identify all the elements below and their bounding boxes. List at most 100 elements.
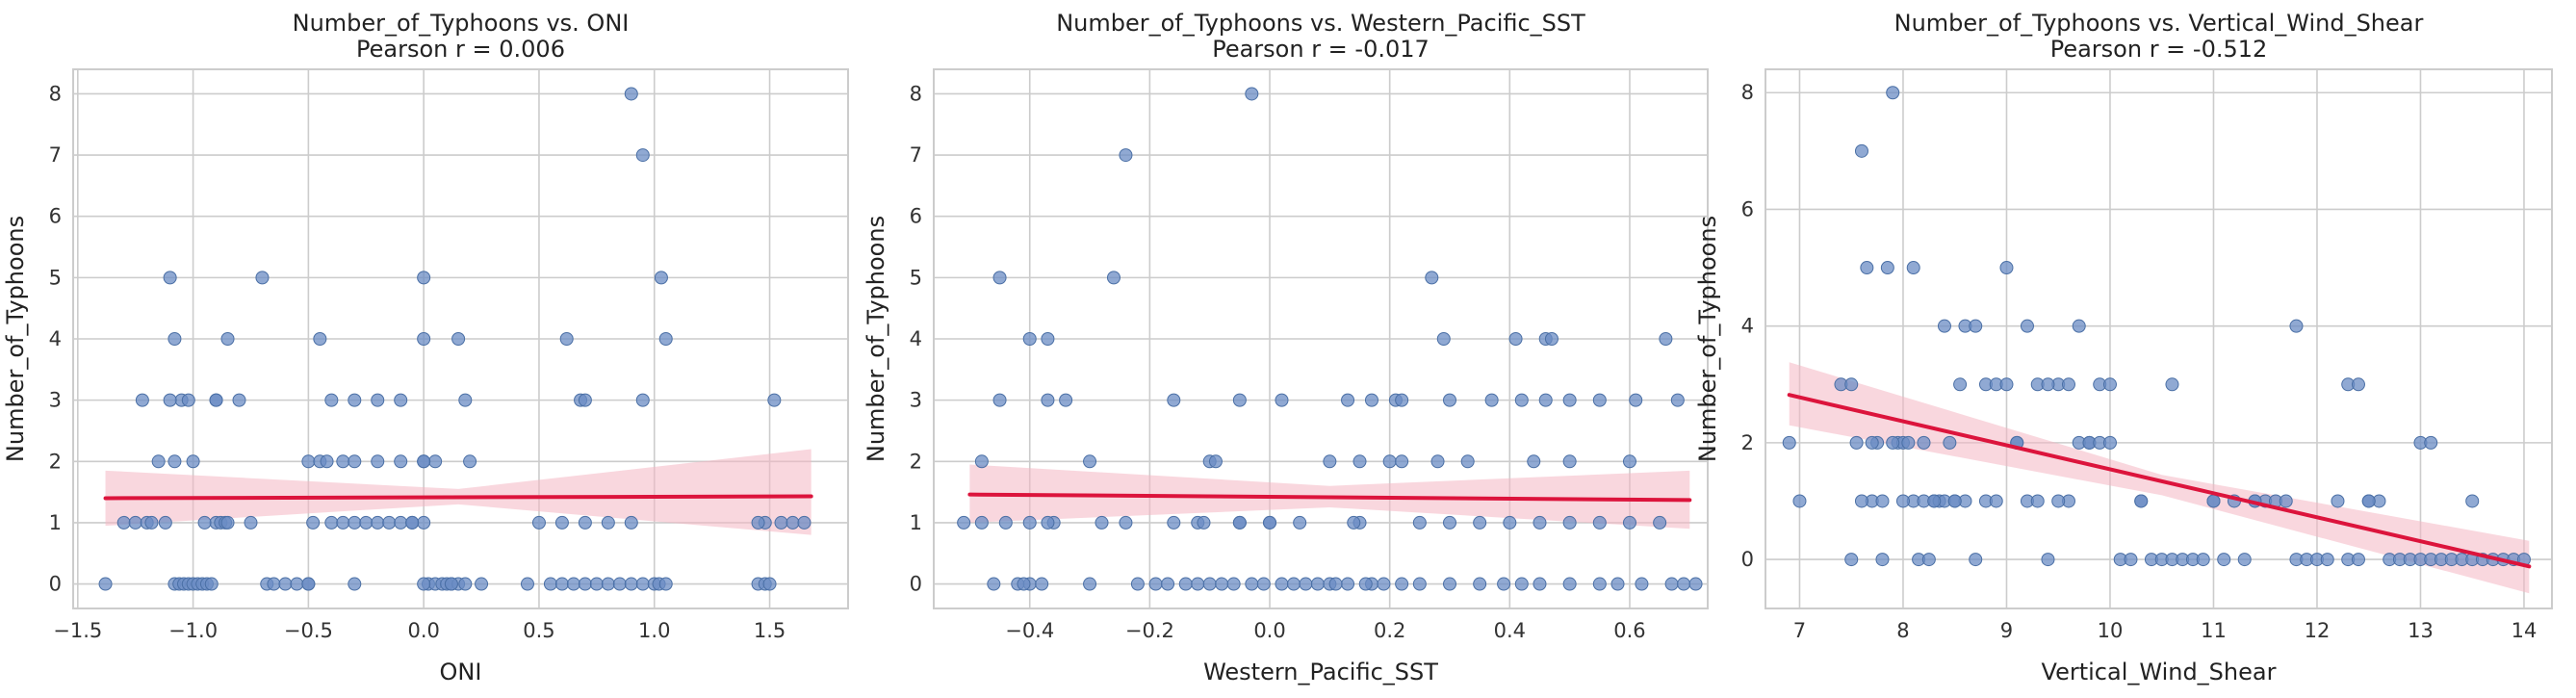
data-point [1688,577,1703,591]
y-tick-label: 3 [910,389,922,412]
data-point [589,577,604,591]
data-point [220,332,235,346]
data-point [1562,515,1577,530]
data-point [1901,435,1916,450]
data-point [1430,454,1445,469]
data-point [278,577,293,591]
data-point [1989,494,2003,508]
data-point [2217,553,2231,567]
data-point [1514,577,1529,591]
y-tick-label: 8 [49,82,62,105]
data-point [1497,577,1511,591]
data-point [135,393,149,407]
data-point [417,515,431,530]
data-point [458,577,473,591]
data-point [209,393,223,407]
y-tick-label: 4 [49,327,62,350]
data-point [2206,494,2221,508]
data-point [2331,494,2345,508]
data-point [371,454,385,469]
data-point [1328,577,1343,591]
data-point [1232,393,1247,407]
x-axis-label: Western_Pacific_SST [1203,659,1438,685]
data-point [1610,577,1625,591]
data-point [1443,393,1456,407]
data-point [543,577,557,591]
data-point [348,454,362,469]
x-tick-label: 0.6 [1613,619,1645,642]
data-point [1514,393,1529,407]
x-tick-label: −0.4 [1005,619,1054,642]
data-point [1286,577,1301,591]
data-point [1395,393,1409,407]
data-point [2030,494,2045,508]
data-point [255,271,270,285]
data-point [2465,494,2480,508]
data-point [1275,577,1289,591]
data-point [197,515,212,530]
data-point [1161,577,1175,591]
y-axis-label: Number_of_Typhoons [2,216,29,462]
data-point [158,515,172,530]
data-point [1917,435,1931,450]
data-point [301,577,316,591]
data-point [520,577,534,591]
data-point [1395,577,1409,591]
data-point [1533,577,1547,591]
data-point [1202,577,1217,591]
data-point [2072,319,2086,333]
chart-subtitle: Pearson r = -0.512 [2050,36,2268,63]
data-point [1178,577,1193,591]
data-point [992,271,1007,285]
chart-title: Number_of_Typhoons vs. Vertical_Wind_She… [1894,10,2424,37]
data-point [186,454,200,469]
y-tick-label: 0 [910,573,922,596]
data-point [1875,494,1890,508]
data-point [1352,454,1367,469]
data-point [1041,393,1055,407]
x-axis-label: Vertical_Wind_Shear [2042,659,2277,685]
data-point [554,515,569,530]
data-point [635,577,650,591]
data-point [1854,494,1868,508]
data-point [1412,515,1427,530]
data-point [1191,577,1205,591]
data-point [1382,454,1397,469]
x-tick-label: 8 [1896,619,1909,642]
data-point [601,515,615,530]
x-tick-label: 7 [1793,619,1806,642]
data-point [2061,377,2075,392]
data-point [320,454,334,469]
data-point [601,577,615,591]
data-point [762,577,777,591]
scatter-panel-oni: Number_of_Typhoons vs. ONI Pearson r = 0… [2,10,849,685]
x-tick-label: 12 [2305,619,2331,642]
x-tick-label: 0.0 [407,619,439,642]
data-point [371,515,385,530]
data-point [2134,494,2149,508]
data-point [1041,515,1055,530]
data-point [116,515,131,530]
x-tick-label: 14 [2512,619,2537,642]
data-point [635,148,650,163]
y-tick-label: 0 [1741,548,1754,571]
y-tick-label: 2 [49,450,62,473]
data-point [167,454,182,469]
data-point [1443,515,1456,530]
chart-title: Number_of_Typhoons vs. ONI [293,10,630,37]
data-point [992,393,1007,407]
y-axis-label: Number_of_Typhoons [863,216,889,462]
data-point [531,515,546,530]
data-point [624,515,638,530]
data-point [1999,261,2014,275]
data-point [578,515,592,530]
data-point [1653,515,1667,530]
data-point [336,454,350,469]
data-point [220,515,235,530]
data-point [1412,577,1427,591]
x-tick-label: −0.2 [1125,619,1174,642]
data-point [612,577,627,591]
data-point [624,87,638,101]
data-point [348,393,362,407]
data-point [2165,377,2179,392]
